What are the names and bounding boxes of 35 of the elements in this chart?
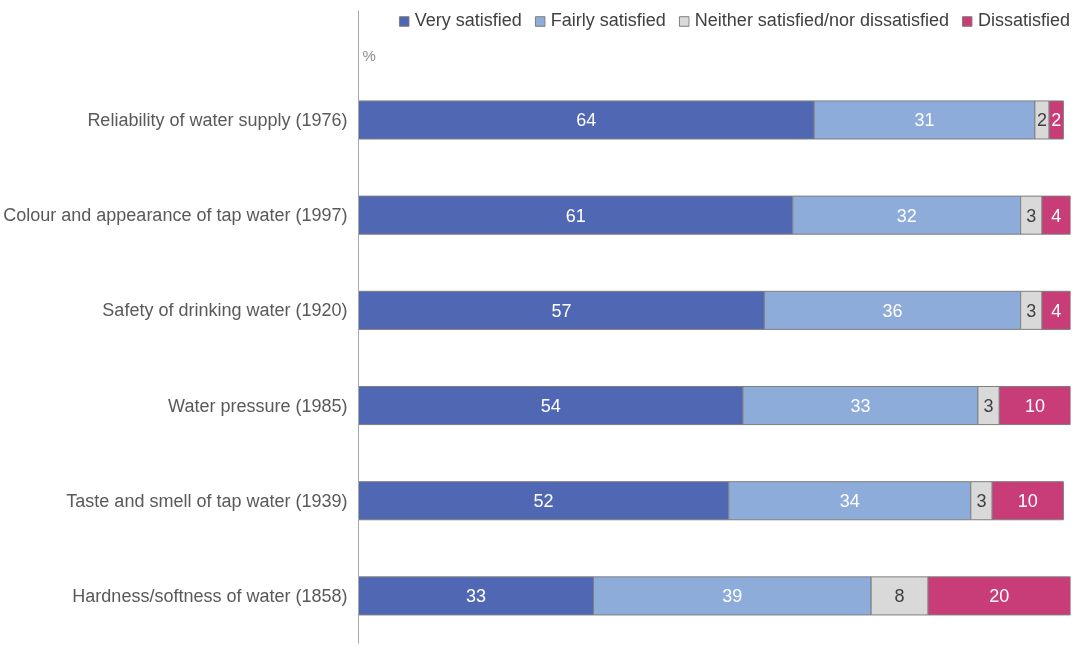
data-label: 3: [983, 396, 994, 417]
data-label: 39: [722, 586, 743, 607]
y-tick-label: Colour and appearance of tap water (1997): [3, 205, 348, 226]
x-axis-title: %: [362, 47, 376, 65]
data-label: 2: [1051, 110, 1062, 131]
data-label: 34: [839, 491, 860, 512]
y-tick-label: Safety of drinking water (1920): [102, 300, 348, 321]
legend-label: Fairly satisfied: [550, 10, 666, 31]
data-label: 54: [540, 396, 561, 417]
data-label: 4: [1051, 300, 1062, 321]
data-label: 3: [976, 491, 987, 512]
y-tick-label: Water pressure (1985): [168, 395, 348, 416]
data-label: 10: [1024, 396, 1045, 417]
data-label: 2: [1037, 110, 1048, 131]
y-tick-label: Reliability of water supply (1976): [87, 109, 348, 130]
data-label: 31: [914, 110, 935, 131]
legend-label: Very satisfied: [414, 10, 522, 31]
data-label: 57: [551, 300, 572, 321]
data-label: 10: [1017, 491, 1038, 512]
data-label: 52: [533, 491, 554, 512]
data-label: 61: [565, 205, 586, 226]
data-label: 33: [465, 586, 486, 607]
data-label: 3: [1026, 205, 1037, 226]
data-label: 3: [1026, 300, 1037, 321]
data-label: 64: [576, 110, 597, 131]
data-label: 32: [896, 205, 917, 226]
data-label: 4: [1051, 205, 1062, 226]
data-label: 20: [989, 586, 1010, 607]
y-tick-label: Taste and smell of tap water (1939): [66, 490, 348, 511]
data-label: 36: [882, 300, 903, 321]
legend-label: Neither satisfied/nor dissatisfied: [694, 10, 949, 31]
y-tick-label: Hardness/softness of water (1858): [72, 585, 348, 606]
data-label: 33: [850, 396, 871, 417]
data-label: 8: [894, 586, 905, 607]
legend-label: Dissatisfied: [977, 10, 1070, 31]
